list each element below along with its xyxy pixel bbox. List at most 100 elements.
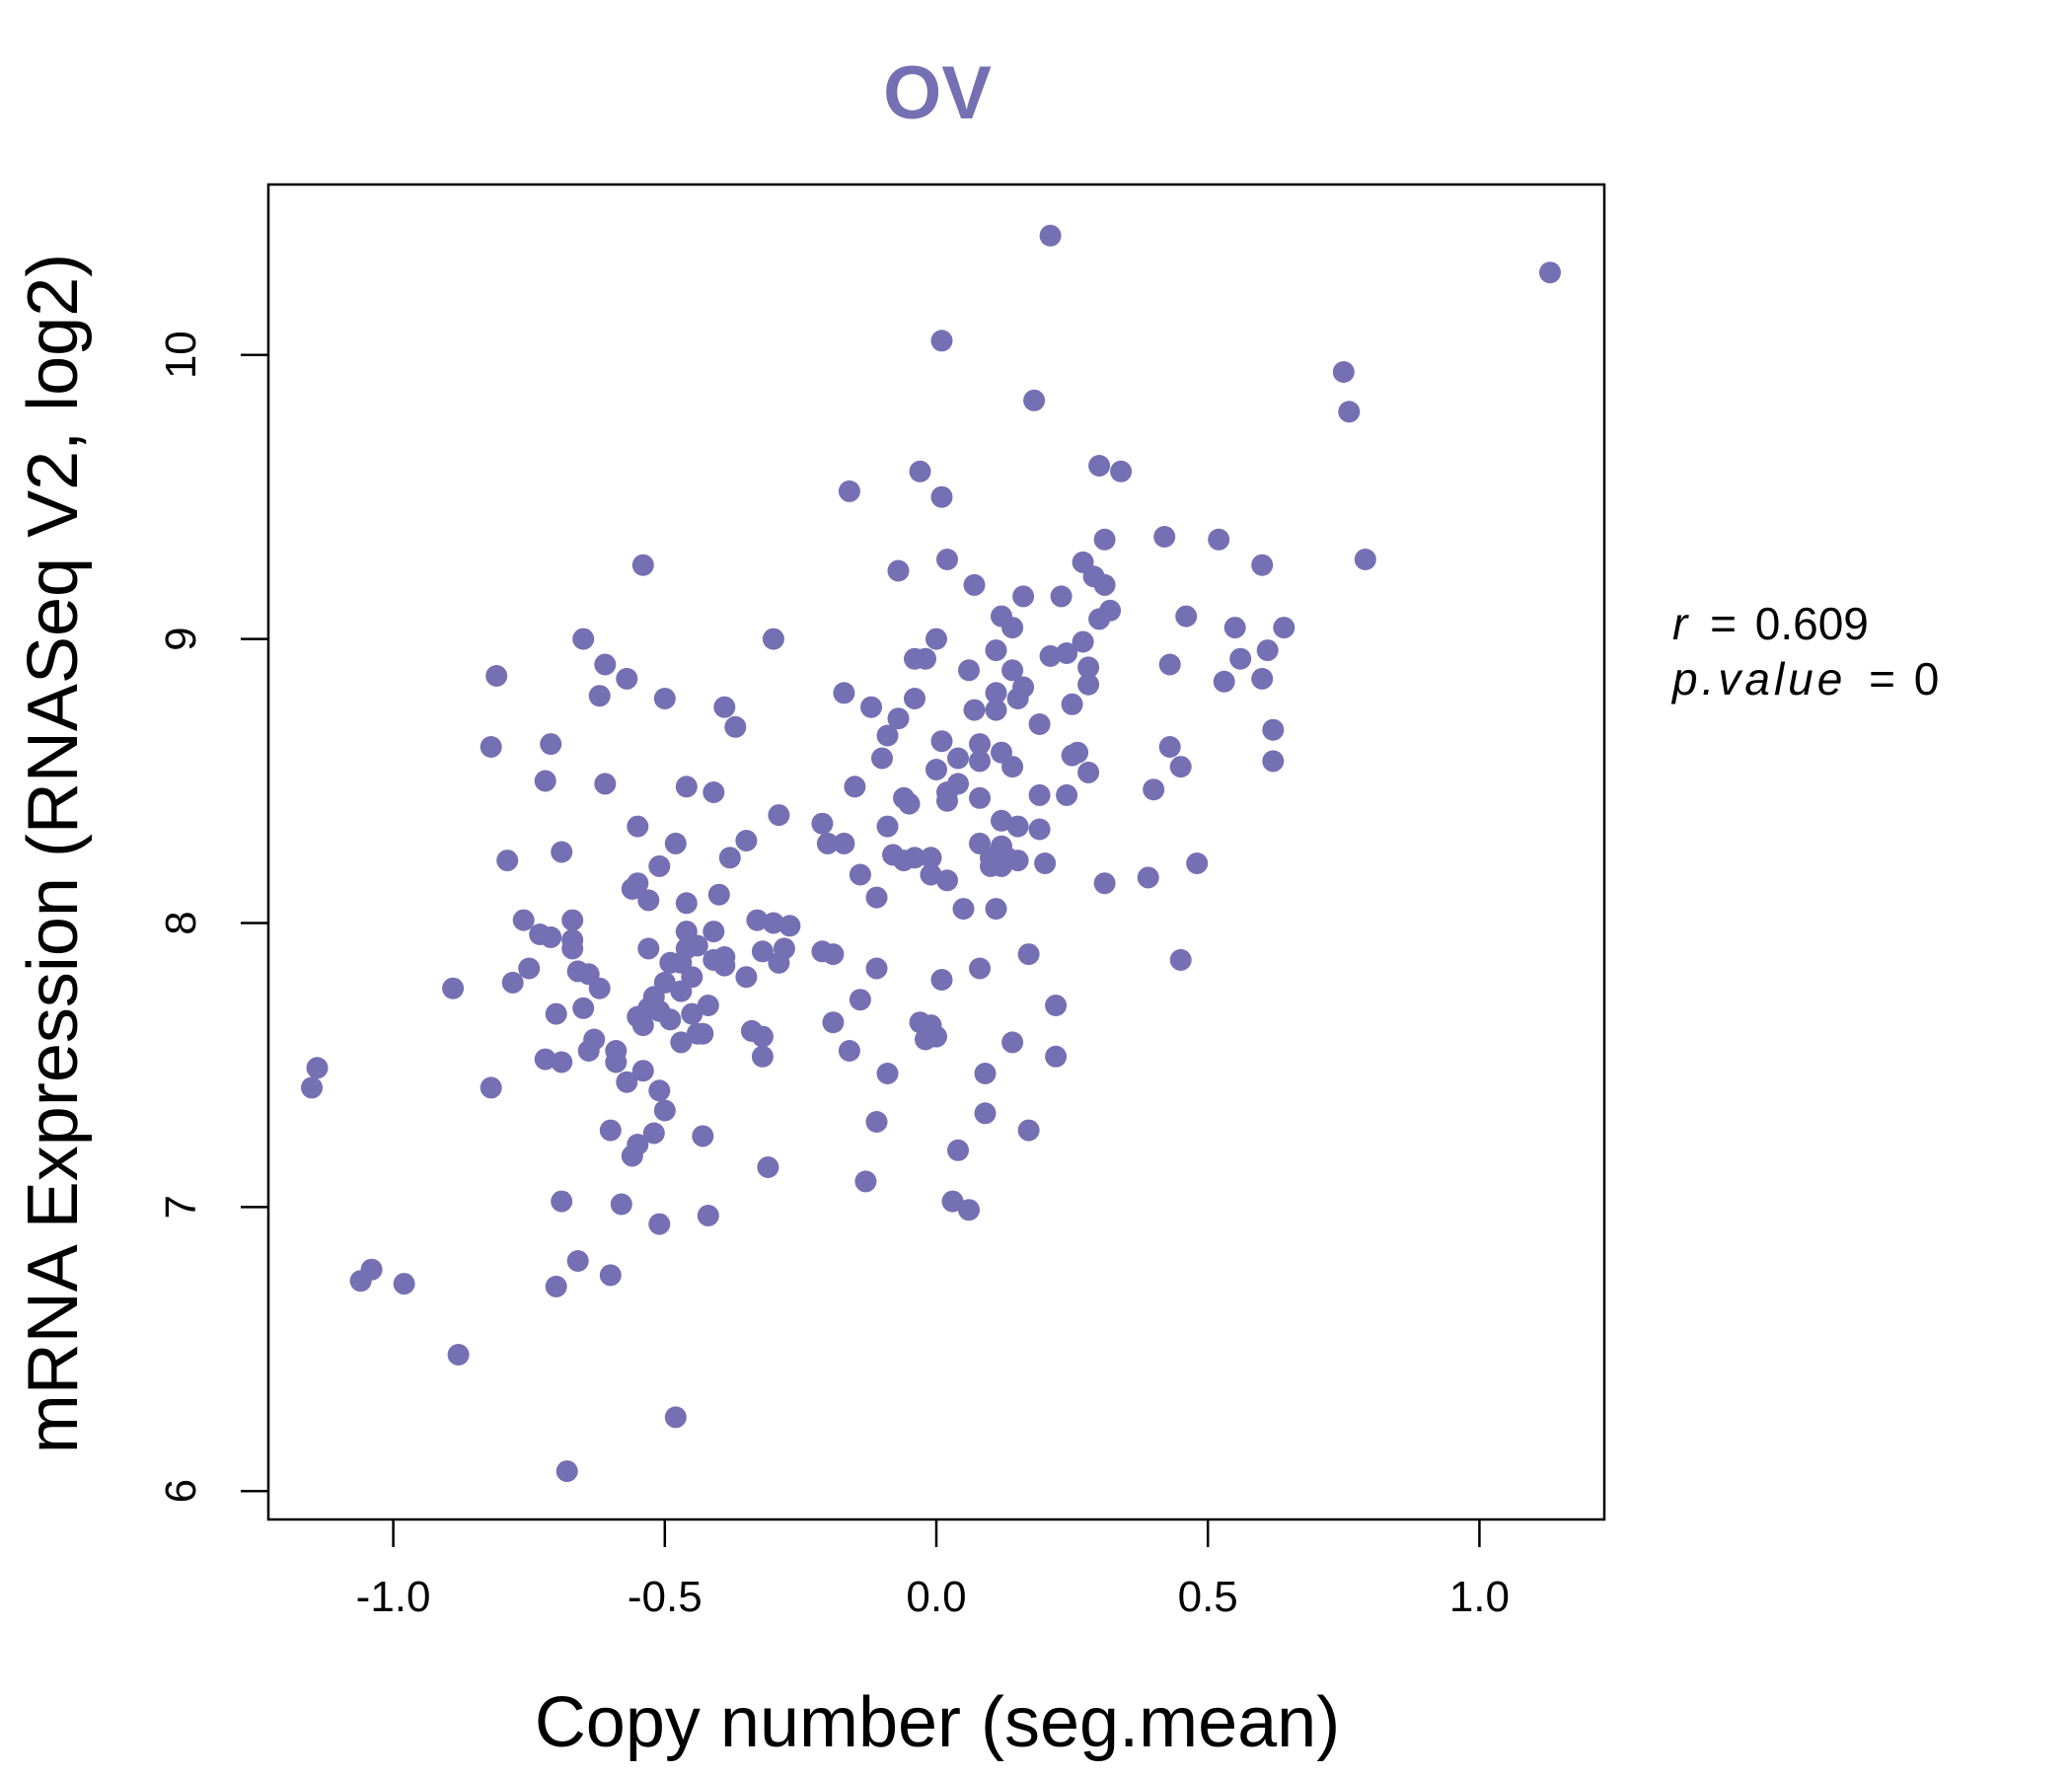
data-point (746, 909, 769, 931)
data-point (1539, 261, 1561, 284)
data-point (653, 971, 676, 994)
data-point (496, 850, 519, 872)
data-point (865, 957, 888, 980)
data-point (1169, 756, 1192, 778)
data-point (572, 997, 595, 1019)
data-point (1006, 850, 1029, 872)
data-point (360, 1258, 383, 1281)
data-point (551, 1190, 573, 1213)
data-point (952, 898, 975, 921)
x-tick-label: 1.0 (1449, 1573, 1510, 1621)
data-point (757, 1156, 779, 1178)
x-tick-label: 0.0 (906, 1573, 966, 1621)
data-point (1001, 756, 1024, 778)
data-point (947, 747, 969, 770)
y-axis: 6 7 8 9 10 (157, 331, 268, 1503)
data-point (480, 1076, 502, 1099)
data-point (1153, 526, 1176, 548)
p-label: p.value (1670, 653, 1846, 704)
data-point (627, 1134, 649, 1155)
data-point (941, 1190, 964, 1213)
data-point (778, 915, 801, 937)
data-point (616, 667, 638, 690)
data-point (637, 937, 660, 960)
y-tick-label: 8 (157, 911, 205, 934)
data-point (762, 912, 784, 934)
data-point (1251, 554, 1274, 576)
data-point (876, 815, 899, 838)
data-point (1006, 815, 1029, 838)
data-point (480, 736, 502, 758)
data-point (1072, 630, 1094, 653)
data-point (865, 1111, 888, 1133)
data-point (627, 872, 649, 895)
data-point (854, 1170, 877, 1193)
data-point (985, 639, 1007, 662)
data-point (1050, 585, 1073, 608)
data-point (1061, 693, 1083, 715)
data-point (692, 1125, 714, 1147)
data-point (675, 776, 698, 798)
data-point (1067, 741, 1089, 764)
data-point (724, 715, 747, 738)
data-point (833, 682, 855, 704)
data-point (1099, 599, 1122, 622)
data-point (963, 699, 986, 721)
r-equals: = (1710, 598, 1737, 649)
data-point (904, 847, 925, 869)
data-point (1251, 667, 1274, 690)
data-point (637, 889, 660, 912)
data-point (947, 1139, 969, 1161)
data-point (762, 628, 784, 650)
p-equals: = (1869, 653, 1895, 704)
data-point (735, 966, 758, 989)
data-point (551, 1051, 573, 1073)
data-point (1273, 617, 1295, 639)
data-point (1262, 750, 1285, 773)
chart-title: OV (883, 51, 992, 135)
data-point (1039, 224, 1062, 247)
data-point (594, 773, 617, 795)
data-point (958, 1199, 980, 1221)
data-point (751, 1045, 774, 1068)
data-point (697, 995, 719, 1016)
data-point (947, 773, 969, 795)
data-point (974, 1102, 997, 1125)
data-point (751, 1025, 774, 1048)
data-point (925, 759, 947, 780)
data-point (1023, 389, 1046, 411)
data-point (393, 1273, 415, 1295)
data-point (963, 573, 986, 596)
data-point (447, 1344, 470, 1366)
data-point (909, 460, 931, 482)
data-point (670, 1031, 693, 1054)
data-point (920, 847, 942, 869)
data-point (898, 792, 921, 815)
data-point (1077, 761, 1100, 783)
data-point (631, 554, 654, 576)
data-point (692, 1022, 714, 1045)
data-point (594, 653, 617, 676)
data-point (572, 628, 595, 650)
data-point (1093, 573, 1116, 596)
data-point (876, 1063, 899, 1084)
data-point (648, 854, 671, 877)
data-point (599, 1264, 622, 1287)
p-value: 0 (1914, 653, 1940, 704)
data-point (1110, 460, 1133, 482)
data-point (545, 1275, 567, 1297)
data-point (642, 1122, 665, 1145)
data-point (871, 747, 893, 770)
r-stat: r = 0.609 (1672, 598, 1869, 649)
y-tick-label: 9 (157, 627, 205, 650)
data-point (811, 812, 834, 835)
data-point (653, 688, 676, 709)
data-point (534, 770, 556, 792)
data-point (1017, 1119, 1040, 1142)
x-axis: -1.0 -0.5 0.0 0.5 1.0 (356, 1519, 1510, 1621)
y-tick-label: 7 (157, 1195, 205, 1219)
data-point (925, 628, 947, 650)
data-point (838, 1040, 860, 1062)
data-point (599, 1119, 622, 1142)
data-point (1338, 401, 1361, 423)
